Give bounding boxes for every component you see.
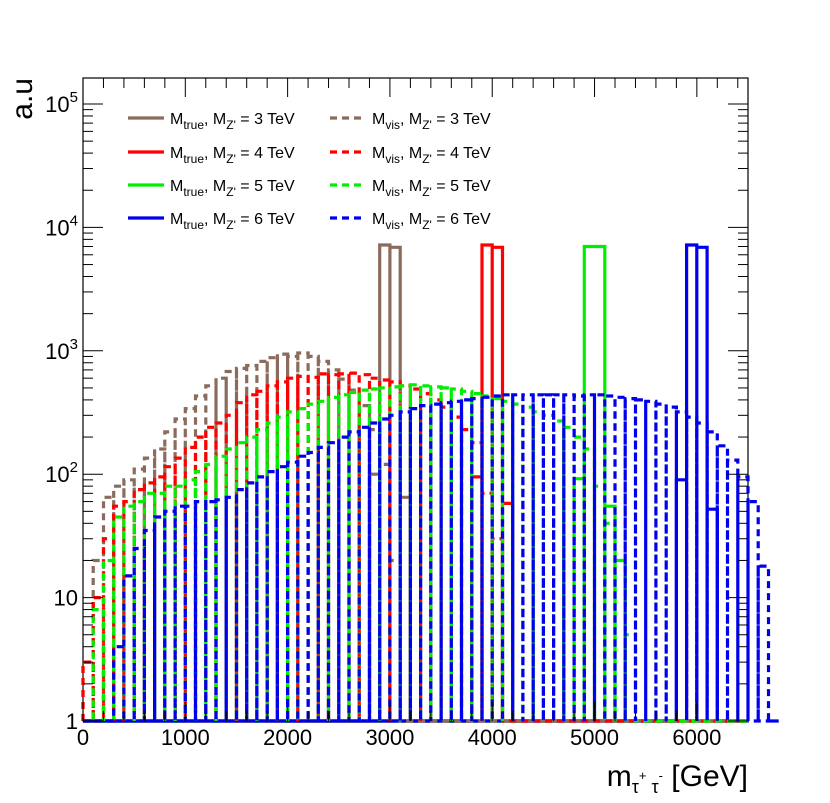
legend-entry-true-3TeV: Mtrue, MZ' = 3 TeV: [128, 111, 295, 132]
x-title-sup2: -: [659, 768, 663, 783]
legend-label: Mvis, MZ' = 3 TeV: [372, 111, 491, 132]
x-tick-label: 6000: [672, 725, 721, 750]
y-tick-label: 104: [45, 212, 78, 240]
legend-entry-vis-3TeV: Mvis, MZ' = 3 TeV: [330, 111, 491, 132]
legend-entry-true-5TeV: Mtrue, MZ' = 5 TeV: [128, 178, 295, 199]
legend: Mtrue, MZ' = 3 TeV Mtrue, MZ' = 4 TeV Mtru…: [128, 111, 491, 232]
series-vis-5TeV: [83, 383, 748, 723]
axis-tick-labels: 0 1000 2000 3000 4000 5000 6000 1 10 102 103 104 105: [45, 89, 721, 750]
series-true-5TeV: [83, 244, 748, 723]
legend-label: Mtrue, MZ' = 5 TeV: [170, 178, 295, 199]
x-tick-label: 2000: [263, 725, 312, 750]
x-axis-title: mτ+ τ- [GeV]: [607, 760, 748, 797]
legend-entry-vis-6TeV: Mvis, MZ' = 6 TeV: [330, 211, 491, 232]
x-title-sub2: τ: [651, 777, 658, 797]
legend-entry-vis-4TeV: Mvis, MZ' = 4 TeV: [330, 145, 491, 166]
series-vis-4TeV: [81, 371, 748, 723]
y-tick-label: 1: [66, 709, 78, 734]
legend-label: Mtrue, MZ' = 4 TeV: [170, 145, 295, 166]
x-tick-label: 3000: [365, 725, 414, 750]
series-vis-6TeV: [83, 393, 779, 723]
legend-entry-vis-5TeV: Mvis, MZ' = 5 TeV: [330, 178, 491, 199]
x-title-sup1: +: [639, 768, 647, 783]
y-tick-label: 102: [45, 459, 78, 487]
legend-label: Mvis, MZ' = 5 TeV: [372, 178, 491, 199]
y-tick-label: 105: [45, 89, 78, 117]
legend-label: Mtrue, MZ' = 3 TeV: [170, 111, 295, 132]
x-tick-label: 1000: [161, 725, 210, 750]
axis-ticks: [82, 78, 748, 722]
series-true-6TeV: [83, 243, 748, 723]
legend-entry-true-4TeV: Mtrue, MZ' = 4 TeV: [128, 145, 295, 166]
legend-label: Mtrue, MZ' = 6 TeV: [170, 211, 295, 232]
plot-frame: [82, 77, 749, 722]
x-title-unit: [GeV]: [671, 760, 748, 793]
y-tick-label: 10: [54, 586, 78, 611]
x-tick-label: 4000: [468, 725, 517, 750]
x-tick-label: 5000: [570, 725, 619, 750]
legend-label: Mvis, MZ' = 4 TeV: [372, 145, 491, 166]
x-title-base: m: [607, 760, 632, 793]
series-true-3TeV: [83, 243, 748, 723]
y-axis-title: a.u: [6, 78, 39, 120]
x-title-sub1: τ: [632, 777, 639, 797]
legend-label: Mvis, MZ' = 6 TeV: [372, 211, 491, 232]
y-tick-label: 103: [45, 336, 78, 364]
legend-entry-true-6TeV: Mtrue, MZ' = 6 TeV: [128, 211, 295, 232]
histogram-series: [81, 243, 779, 723]
x-tick-label: 0: [77, 725, 89, 750]
series-true-4TeV: [83, 243, 748, 723]
